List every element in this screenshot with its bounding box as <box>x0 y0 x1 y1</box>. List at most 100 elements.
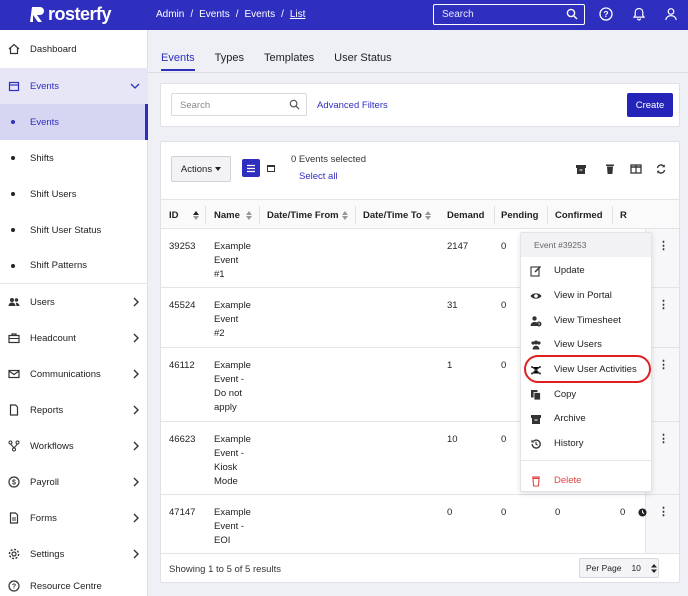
sort-arrows-icon <box>650 563 657 573</box>
sidebar-subitem-shift-user-status[interactable]: Shift User Status <box>0 212 148 248</box>
tab-types[interactable]: Types <box>214 52 244 64</box>
search-icon[interactable] <box>289 99 300 110</box>
sidebar-item-events-group[interactable]: Events <box>0 68 148 104</box>
sidebar-subitem-events[interactable]: Events <box>0 104 148 140</box>
menu-item-history[interactable]: History <box>521 433 651 455</box>
tab-user-status[interactable]: User Status <box>334 52 392 64</box>
sidebar-item-dashboard[interactable]: Dashboard <box>0 30 148 68</box>
row-actions-kebab-icon[interactable]: ⋮ <box>658 359 669 371</box>
cell-demand: 1 <box>447 360 453 371</box>
notification-bell-icon[interactable] <box>632 7 646 21</box>
sidebar-subitem-shift-users[interactable]: Shift Users <box>0 176 148 212</box>
sidebar-item-payroll[interactable]: $ Payroll <box>0 464 148 500</box>
column-header-demand[interactable]: Demand <box>447 210 485 221</box>
row-actions-kebab-icon[interactable]: ⋮ <box>658 506 669 518</box>
pagination-summary: Showing 1 to 5 of 5 results <box>169 564 281 575</box>
selection-count: 0 Events selected <box>291 154 366 165</box>
svg-text:?: ? <box>603 9 608 19</box>
column-header-confirmed[interactable]: Confirmed <box>555 210 603 221</box>
copy-icon <box>531 390 541 401</box>
users-icon <box>531 340 541 350</box>
top-bar: rosterfy Admin / Events / Events / List … <box>0 0 688 30</box>
per-page-select[interactable]: Per Page 10 <box>579 558 659 578</box>
briefcase-icon <box>8 333 20 344</box>
column-header-pending[interactable]: Pending <box>501 210 539 221</box>
global-search-input[interactable]: Search <box>433 4 585 25</box>
user-profile-icon[interactable] <box>664 7 678 21</box>
column-header-name[interactable]: Name <box>214 210 252 221</box>
context-menu-header: Event #39253 <box>521 233 651 257</box>
cell-id: 46112 <box>169 360 195 371</box>
cell-id: 46623 <box>169 434 196 445</box>
menu-item-view-users[interactable]: View Users <box>521 334 651 356</box>
row-actions-kebab-icon[interactable]: ⋮ <box>658 240 669 252</box>
menu-item-delete[interactable]: Delete <box>521 470 651 492</box>
breadcrumb-item-events[interactable]: Events <box>199 9 230 20</box>
cell-name: Example Event #1 <box>214 241 251 280</box>
search-icon[interactable] <box>566 8 578 20</box>
chevron-right-icon <box>133 513 139 523</box>
table-row[interactable]: 47147 Example Event - EOI 0 0 0 0 ⋮ <box>161 495 679 554</box>
refresh-icon[interactable] <box>655 163 667 175</box>
form-icon <box>9 512 19 524</box>
sidebar-item-resource-centre[interactable]: ? Resource Centre <box>0 572 148 596</box>
tab-events[interactable]: Events <box>161 52 195 71</box>
row-actions-kebab-icon[interactable]: ⋮ <box>658 433 669 445</box>
calendar-icon <box>267 165 275 172</box>
sort-icon <box>245 210 252 220</box>
cell-id: 39253 <box>169 241 196 252</box>
create-button[interactable]: Create <box>627 93 673 117</box>
column-header-date-from[interactable]: Date/Time From <box>267 210 348 221</box>
sidebar-item-reports[interactable]: Reports <box>0 392 148 428</box>
trash-icon[interactable] <box>604 163 616 175</box>
help-icon: ? <box>8 580 20 592</box>
eye-icon <box>530 293 542 299</box>
sidebar-item-communications[interactable]: Communications <box>0 356 148 392</box>
sidebar-subitem-shift-patterns[interactable]: Shift Patterns <box>0 248 148 284</box>
sidebar-item-settings[interactable]: Settings <box>0 536 148 572</box>
sidebar-item-forms[interactable]: Forms <box>0 500 148 536</box>
menu-item-update[interactable]: Update <box>521 260 651 282</box>
highlight-annotation-ring <box>524 355 651 383</box>
column-header-id[interactable]: ID <box>169 210 199 221</box>
sidebar-item-headcount[interactable]: Headcount <box>0 320 148 356</box>
breadcrumb-item-admin[interactable]: Admin <box>156 9 185 20</box>
breadcrumb-item-events-sub[interactable]: Events <box>244 9 276 20</box>
cell-name: Example Event - Kiosk Mode <box>214 434 251 487</box>
column-header-date-to[interactable]: Date/Time To <box>363 210 431 221</box>
menu-item-archive[interactable]: Archive <box>521 408 651 430</box>
column-header-r[interactable]: R <box>620 210 627 221</box>
chevron-right-icon <box>133 549 139 559</box>
tab-divider <box>148 72 688 73</box>
brand-name: rosterfy <box>48 4 112 24</box>
events-search-input[interactable]: Search <box>171 93 307 116</box>
document-icon <box>9 404 19 416</box>
row-actions-kebab-icon[interactable]: ⋮ <box>658 299 669 311</box>
select-all-link[interactable]: Select all <box>299 171 338 182</box>
chevron-right-icon <box>133 333 139 343</box>
list-view-button[interactable] <box>242 159 260 177</box>
calendar-view-button[interactable] <box>262 159 280 177</box>
chevron-right-icon <box>133 477 139 487</box>
menu-item-view-in-portal[interactable]: View in Portal <box>521 285 651 307</box>
breadcrumb-item-list[interactable]: List <box>289 9 306 20</box>
help-icon[interactable]: ? <box>599 7 613 21</box>
cell-demand: 10 <box>447 434 458 445</box>
menu-item-view-timesheet[interactable]: View Timesheet <box>521 310 651 332</box>
svg-text:$: $ <box>12 480 16 487</box>
clock-icon[interactable] <box>638 508 647 517</box>
menu-item-copy[interactable]: Copy <box>521 384 651 406</box>
tab-templates[interactable]: Templates <box>264 52 315 64</box>
cell-id: 47147 <box>169 507 196 518</box>
columns-icon[interactable] <box>630 163 642 175</box>
filter-card: Search Advanced Filters Create <box>160 83 680 127</box>
sidebar-item-workflows[interactable]: Workflows <box>0 428 148 464</box>
actions-dropdown-button[interactable]: Actions <box>171 156 231 182</box>
cell-id: 45524 <box>169 300 196 311</box>
brand-logo[interactable]: rosterfy <box>30 4 112 25</box>
advanced-filters-link[interactable]: Advanced Filters <box>317 100 388 111</box>
sidebar-subitem-shifts[interactable]: Shifts <box>0 140 148 176</box>
global-search-placeholder: Search <box>442 9 474 20</box>
archive-icon[interactable] <box>575 163 587 175</box>
sidebar-item-users[interactable]: Users <box>0 284 148 320</box>
